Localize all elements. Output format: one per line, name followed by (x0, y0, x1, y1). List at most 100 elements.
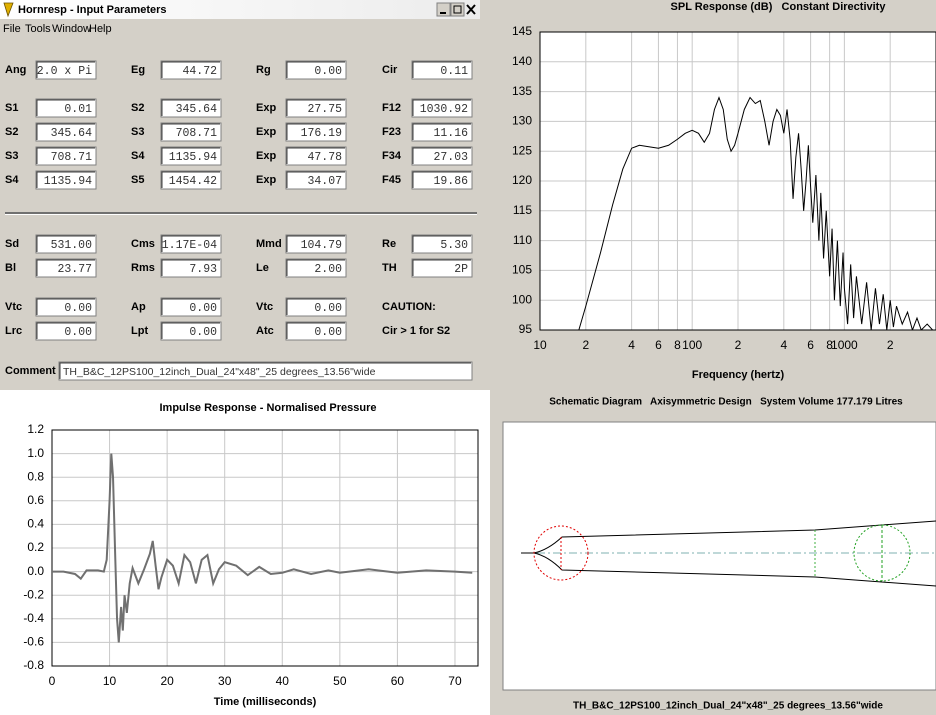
param-label: S1 (5, 102, 18, 114)
input-bevel (161, 171, 220, 188)
input-box[interactable] (35, 98, 97, 118)
param-label: Exp (256, 126, 276, 138)
x-tick-label: 10 (103, 674, 117, 688)
param-value: 11.16 (433, 127, 468, 140)
input-bevel (36, 123, 95, 140)
input-box[interactable] (285, 146, 347, 166)
input-bevel (286, 147, 345, 164)
param-label: S3 (5, 150, 18, 162)
input-box[interactable] (411, 122, 473, 142)
param-value: 47.78 (307, 151, 342, 164)
comment-label: Comment (5, 365, 56, 377)
input-box[interactable] (411, 146, 473, 166)
x-tick-label: 4 (780, 338, 787, 352)
menu-item[interactable]: File (3, 23, 21, 35)
y-tick-label: 105 (512, 263, 532, 277)
param-label: Le (256, 262, 269, 274)
x-tick-label: 1000 (831, 338, 858, 352)
y-tick-label: 125 (512, 143, 532, 157)
param-label: CAUTION: (382, 301, 436, 313)
param-value: 27.75 (307, 103, 342, 116)
input-bevel (412, 147, 471, 164)
x-tick-label: 30 (218, 674, 232, 688)
input-bevel (286, 259, 345, 276)
x-tick-label: 40 (276, 674, 290, 688)
input-box[interactable] (285, 297, 347, 317)
input-box[interactable] (160, 60, 222, 80)
menu-item[interactable]: Window (52, 23, 91, 35)
menu-item[interactable]: Tools (25, 23, 51, 35)
y-tick-label: 0.6 (27, 493, 44, 507)
x-tick-label: 50 (333, 674, 347, 688)
close-glyph[interactable] (466, 4, 476, 15)
input-box[interactable] (285, 98, 347, 118)
param-value: 0.00 (64, 302, 92, 315)
input-box[interactable] (285, 60, 347, 80)
input-box[interactable] (411, 258, 473, 278)
input-box[interactable] (411, 98, 473, 118)
y-tick-label: 95 (519, 322, 533, 336)
input-box[interactable] (160, 258, 222, 278)
y-tick-label: -0.2 (23, 587, 44, 601)
input-box[interactable] (285, 170, 347, 190)
input-box[interactable] (160, 98, 222, 118)
input-box[interactable] (160, 146, 222, 166)
param-label: Cms (131, 238, 155, 250)
input-box[interactable] (411, 234, 473, 254)
input-box[interactable] (35, 60, 97, 80)
input-box[interactable] (160, 234, 222, 254)
input-box[interactable] (35, 321, 97, 341)
maximize-glyph (453, 5, 462, 14)
input-bevel (286, 235, 345, 252)
input-bevel (286, 298, 345, 315)
input-bevel (36, 259, 95, 276)
param-label: Ang (5, 64, 26, 76)
y-tick-label: 115 (513, 203, 532, 217)
input-box[interactable] (35, 122, 97, 142)
param-label: F34 (382, 150, 402, 162)
param-value: 1030.92 (420, 103, 468, 116)
input-box[interactable] (35, 170, 97, 190)
x-tick-label: 2 (887, 338, 894, 352)
window-buttons[interactable] (436, 2, 476, 17)
schematic-caption: Schematic Diagram Axisymmetric Design Sy… (549, 397, 903, 408)
input-box[interactable] (58, 361, 473, 381)
input-box[interactable] (411, 170, 473, 190)
param-label: S5 (131, 174, 144, 186)
window-title: Hornresp - Input Parameters (18, 4, 167, 16)
input-bevel (286, 99, 345, 116)
y-tick-label: 1.2 (27, 422, 44, 436)
param-label: Ap (131, 301, 146, 313)
menu-item[interactable]: Help (89, 23, 112, 35)
maximize-button[interactable] (450, 2, 465, 17)
param-value: 104.79 (301, 239, 343, 252)
chart-title: SPL Response (dB) Constant Directivity (671, 1, 887, 13)
x-tick-label: 8 (674, 338, 681, 352)
param-label: Vtc (256, 301, 273, 313)
input-box[interactable] (160, 321, 222, 341)
input-box[interactable] (35, 234, 97, 254)
plot-frame (539, 31, 936, 331)
param-label: S4 (5, 174, 19, 186)
param-label: Rms (131, 262, 155, 274)
input-box[interactable] (160, 122, 222, 142)
input-box[interactable] (285, 258, 347, 278)
input-box[interactable] (411, 60, 473, 80)
input-bevel (412, 99, 471, 116)
input-box[interactable] (160, 297, 222, 317)
input-box[interactable] (285, 122, 347, 142)
input-box[interactable] (285, 321, 347, 341)
param-value: 176.19 (301, 127, 343, 140)
minimize-button[interactable] (436, 2, 451, 17)
param-value: 345.64 (51, 127, 93, 140)
input-box[interactable] (35, 258, 97, 278)
input-box[interactable] (35, 297, 97, 317)
input-box[interactable] (285, 234, 347, 254)
x-tick-label: 2 (582, 338, 589, 352)
input-bevel (412, 171, 471, 188)
input-box[interactable] (35, 146, 97, 166)
param-label: Atc (256, 325, 274, 337)
input-box[interactable] (160, 170, 222, 190)
driver-circle (853, 524, 911, 582)
